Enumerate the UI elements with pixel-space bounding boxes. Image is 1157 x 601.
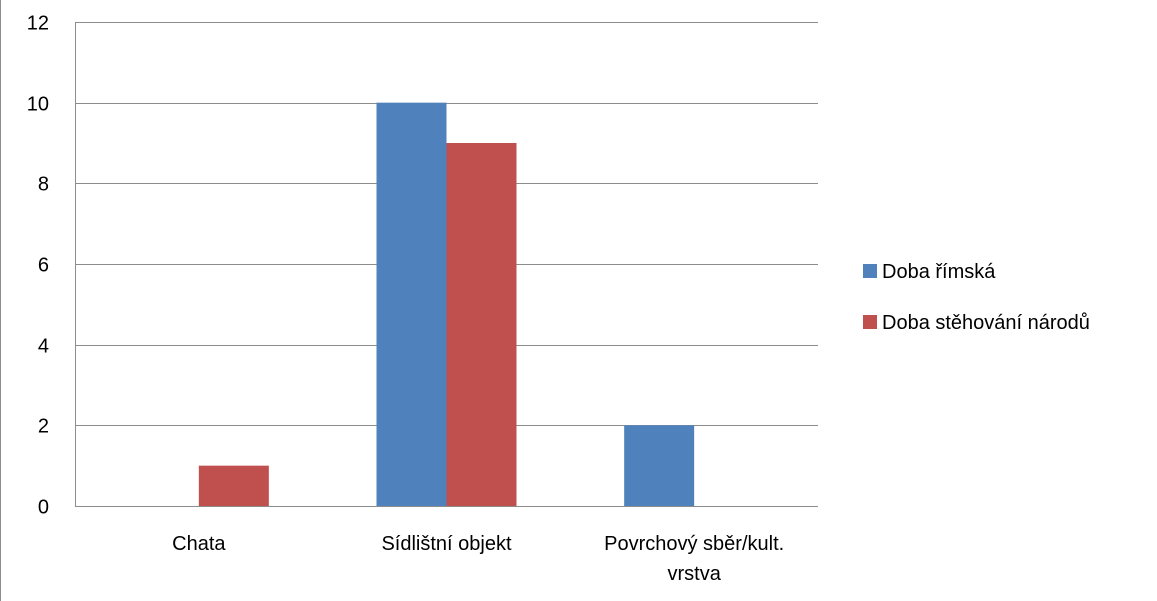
bar	[624, 425, 695, 506]
y-tick-label: 4	[38, 336, 49, 358]
legend-swatch	[863, 315, 877, 329]
legend-swatch	[863, 264, 877, 278]
x-category-label: Sídlištní objekt	[381, 533, 512, 555]
x-axis-category-labels: Chata Sídlištní objekt Povrchový sběr/kult…	[172, 533, 784, 585]
legend-label: Doba stěhování národů	[882, 312, 1090, 334]
bar	[446, 143, 517, 506]
bar	[376, 102, 447, 507]
y-tick-label: 0	[38, 497, 49, 519]
x-category-label: vrstva	[667, 563, 721, 585]
y-tick-label: 12	[27, 13, 49, 35]
bar	[198, 465, 269, 506]
y-tick-label: 8	[38, 174, 49, 196]
legend: Doba římská Doba stěhování národů	[863, 261, 1090, 334]
x-category-label: Povrchový sběr/kult.	[604, 533, 784, 555]
y-tick-label: 10	[27, 94, 49, 116]
legend-label: Doba římská	[882, 261, 996, 283]
bars	[198, 102, 695, 507]
y-tick-label: 6	[38, 255, 49, 277]
x-category-label: Chata	[172, 533, 226, 555]
y-tick-label: 2	[38, 416, 49, 438]
y-axis-tick-labels: 0 2 4 6 8 10 12	[27, 13, 49, 519]
